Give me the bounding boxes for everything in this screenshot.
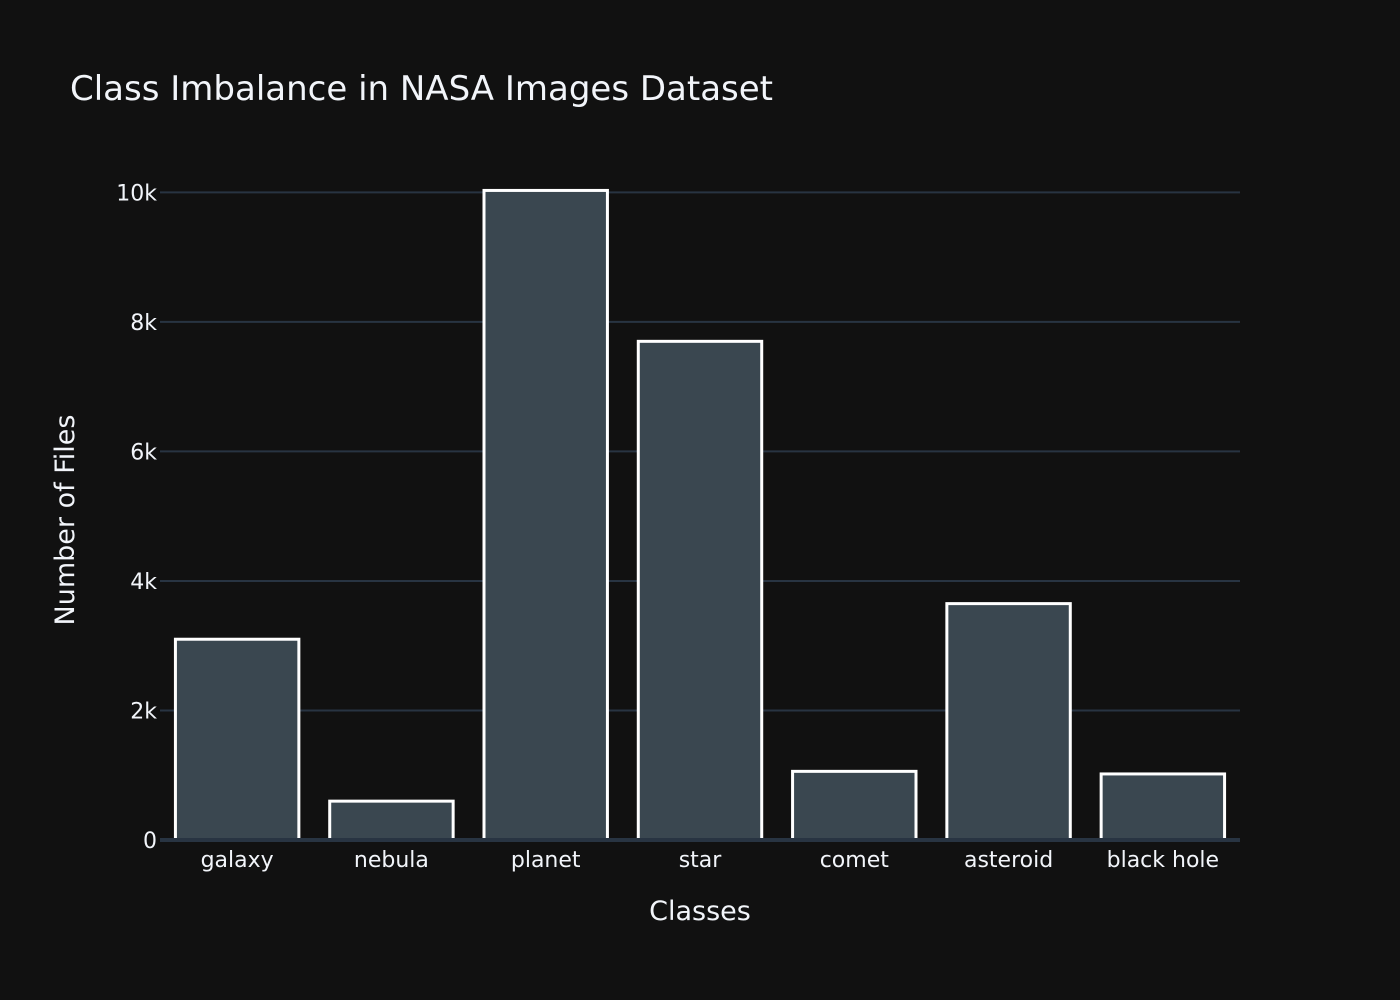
y-axis-title: Number of Files <box>50 415 81 626</box>
bar-nebula <box>328 799 455 842</box>
x-tick-label: galaxy <box>201 848 274 873</box>
x-axis-title: Classes <box>649 896 751 927</box>
chart-title: Class Imbalance in NASA Images Dataset <box>70 69 773 109</box>
x-tick-label: comet <box>820 848 890 873</box>
bar-comet <box>791 769 918 842</box>
bar-star <box>636 339 764 842</box>
y-tick-label: 2k <box>130 699 157 724</box>
y-tick-label: 4k <box>130 570 157 595</box>
x-tick-label: asteroid <box>964 848 1053 873</box>
bar-galaxy <box>173 637 301 842</box>
x-tick-label: star <box>679 848 723 873</box>
y-tick-label: 10k <box>116 181 157 206</box>
bars <box>173 188 1227 842</box>
y-axis-ticks: 0 2k 4k 6k 8k 10k <box>116 181 157 854</box>
x-tick-label: black hole <box>1107 848 1219 873</box>
y-tick-label: 6k <box>130 440 157 465</box>
x-axis-ticks: galaxy nebula planet star comet asteroid black… <box>201 848 1219 873</box>
bar-planet <box>482 188 609 842</box>
x-tick-label: nebula <box>354 848 429 873</box>
y-tick-label: 0 <box>143 829 157 854</box>
bar-asteroid <box>945 602 1072 842</box>
y-tick-label: 8k <box>130 311 157 336</box>
x-tick-label: planet <box>511 848 581 873</box>
bar-black-hole <box>1099 772 1227 842</box>
